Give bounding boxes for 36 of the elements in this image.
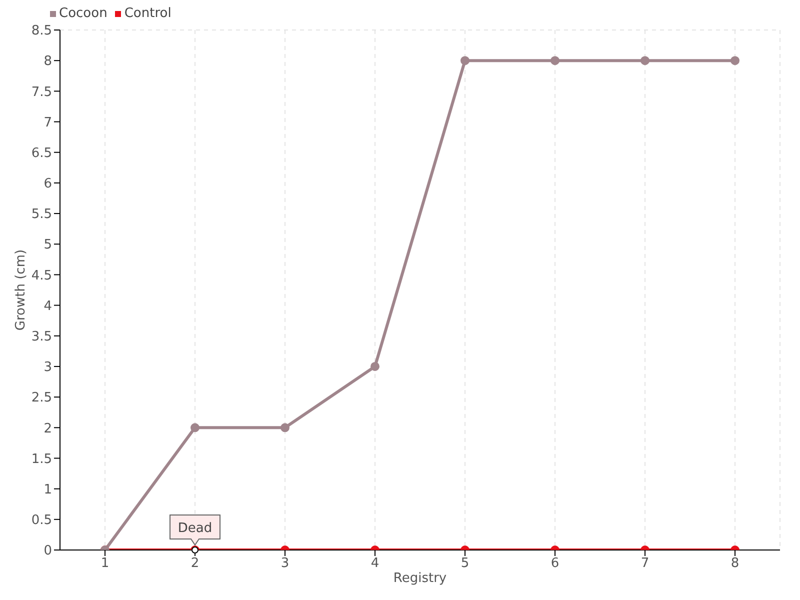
y-tick-label: 0.5 bbox=[31, 513, 52, 528]
y-tick-label: 2 bbox=[44, 421, 52, 436]
x-tick-label: 4 bbox=[370, 556, 380, 572]
annotation: Dead bbox=[178, 521, 212, 536]
y-tick-label: 0 bbox=[44, 544, 52, 559]
y-axis-title: Growth (cm) bbox=[14, 249, 29, 331]
y-tick-label: 4 bbox=[44, 298, 52, 314]
y-tick-label: 1.5 bbox=[31, 452, 52, 467]
x-tick-label: 6 bbox=[550, 556, 560, 572]
x-tick-label: 3 bbox=[280, 556, 290, 572]
x-tick-label: 2 bbox=[190, 556, 200, 572]
y-tick-label: 6 bbox=[44, 176, 52, 192]
y-tick-label: 5.5 bbox=[31, 207, 52, 222]
legend-label: Cocoon bbox=[58, 6, 108, 21]
x-tick-label: 8 bbox=[730, 556, 740, 572]
legend-label: Control bbox=[123, 6, 172, 21]
x-tick-label: 1 bbox=[100, 556, 110, 572]
y-tick-label: 4.5 bbox=[31, 268, 52, 284]
y-tick-label: 7 bbox=[44, 115, 52, 130]
x-tick-label: 5 bbox=[460, 556, 470, 572]
point bbox=[370, 362, 380, 371]
y-tick-label: 1 bbox=[44, 482, 52, 498]
y-tick-label: 3.5 bbox=[31, 329, 52, 344]
point bbox=[460, 56, 470, 66]
point bbox=[550, 56, 560, 66]
y-tick-label: 7.5 bbox=[31, 84, 52, 100]
x-tick-label: 7 bbox=[640, 556, 650, 572]
point bbox=[640, 56, 650, 66]
x-axis-title: Registry bbox=[393, 571, 447, 586]
point bbox=[730, 56, 740, 66]
y-tick-label: 8 bbox=[44, 54, 52, 70]
y-tick-label: 2.5 bbox=[31, 390, 52, 406]
y-tick-label: 6.5 bbox=[31, 146, 52, 161]
y-tick-label: 3 bbox=[44, 360, 52, 376]
y-tick-label: 8.5 bbox=[31, 24, 52, 39]
y-tick-label: 5 bbox=[44, 238, 52, 253]
